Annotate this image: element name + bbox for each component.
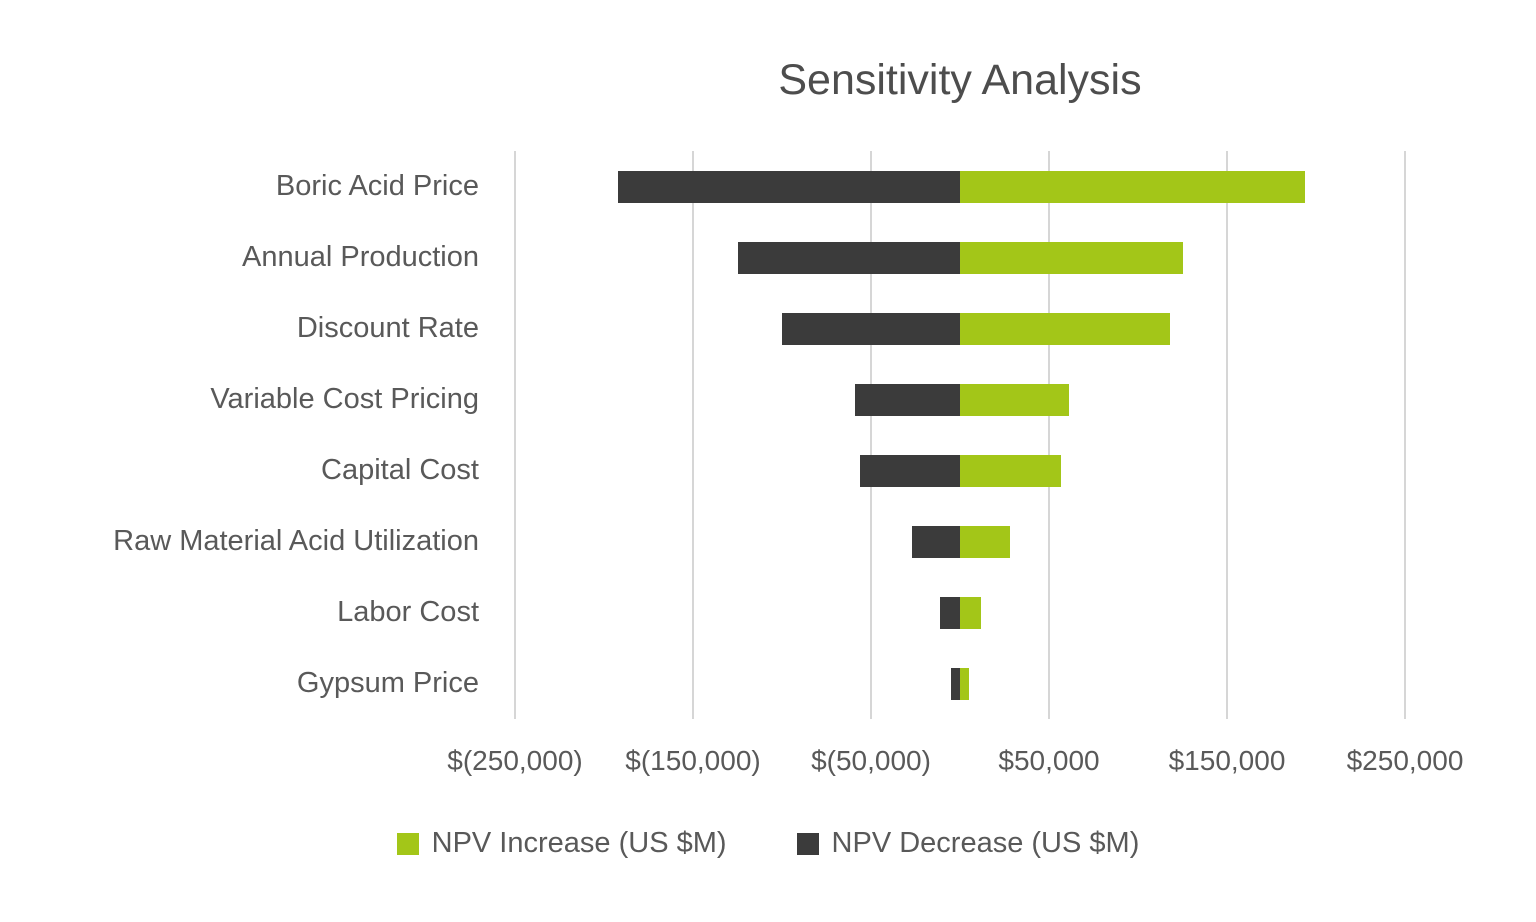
npv-increase-bar (960, 454, 1062, 487)
x-axis-spacer (0, 745, 515, 781)
npv-increase-bar (960, 525, 1010, 558)
bar-layer (515, 151, 1405, 719)
npv-decrease-swatch-icon (796, 832, 819, 855)
gridline-layer (514, 151, 1406, 719)
category-label: Labor Cost (337, 596, 479, 628)
x-tick-label: $50,000 (998, 745, 1100, 776)
gridline (1048, 151, 1050, 719)
x-axis-labels: $(250,000) $(150,000) $(50,000) $50,000 $150… (447, 745, 1463, 781)
npv-increase-bar (960, 383, 1069, 416)
category-axis: Boric Acid Price Annual Production Discoun… (0, 151, 515, 719)
x-tick-label: $150,000 (1168, 745, 1286, 776)
npv-increase-bar (960, 241, 1183, 274)
npv-decrease-bar (911, 525, 960, 558)
chart-body: Boric Acid Price Annual Production Discoun… (0, 151, 1536, 719)
gridline (1404, 151, 1406, 719)
npv-decrease-bar (854, 383, 960, 416)
category-label: Capital Cost (321, 454, 479, 486)
gridline (692, 151, 694, 719)
category-label: Discount Rate (296, 312, 479, 344)
npv-decrease-bar (951, 667, 960, 700)
category-label: Variable Cost Pricing (210, 383, 479, 415)
npv-decrease-bar (782, 312, 960, 345)
category-label: Raw Material Acid Utilization (113, 525, 479, 557)
category-label: Annual Production (242, 241, 479, 273)
category-label: Boric Acid Price (275, 170, 479, 202)
plot-area (514, 151, 1406, 719)
x-axis: $(250,000) $(150,000) $(50,000) $50,000 $150… (0, 745, 1536, 781)
chart-title: Sensitivity Analysis (778, 56, 1142, 104)
x-tick-label: $250,000 (1346, 745, 1464, 776)
gridline (514, 151, 516, 719)
legend: NPV Increase (US $M) NPV Decrease (US $M) (0, 827, 1536, 860)
legend-item-npv-increase: NPV Increase (US $M) (396, 827, 727, 860)
legend-label: NPV Decrease (US $M) (831, 827, 1140, 859)
npv-increase-bar (960, 312, 1171, 345)
npv-increase-bar (960, 667, 969, 700)
npv-decrease-bar (618, 170, 960, 203)
npv-increase-swatch-icon (396, 832, 419, 855)
npv-decrease-bar (940, 596, 960, 629)
gridline (870, 151, 872, 719)
x-tick-label: $(150,000) (625, 745, 761, 776)
npv-decrease-bar (737, 241, 960, 274)
x-tick-label: $(250,000) (447, 745, 583, 776)
legend-label: NPV Increase (US $M) (431, 827, 727, 859)
npv-decrease-bar (860, 454, 960, 487)
npv-increase-bar (960, 170, 1306, 203)
gridline (1226, 151, 1228, 719)
category-label: Gypsum Price (296, 667, 479, 699)
x-tick-label: $(50,000) (811, 745, 931, 776)
npv-increase-bar (960, 596, 982, 629)
legend-item-npv-decrease: NPV Decrease (US $M) (796, 827, 1140, 860)
